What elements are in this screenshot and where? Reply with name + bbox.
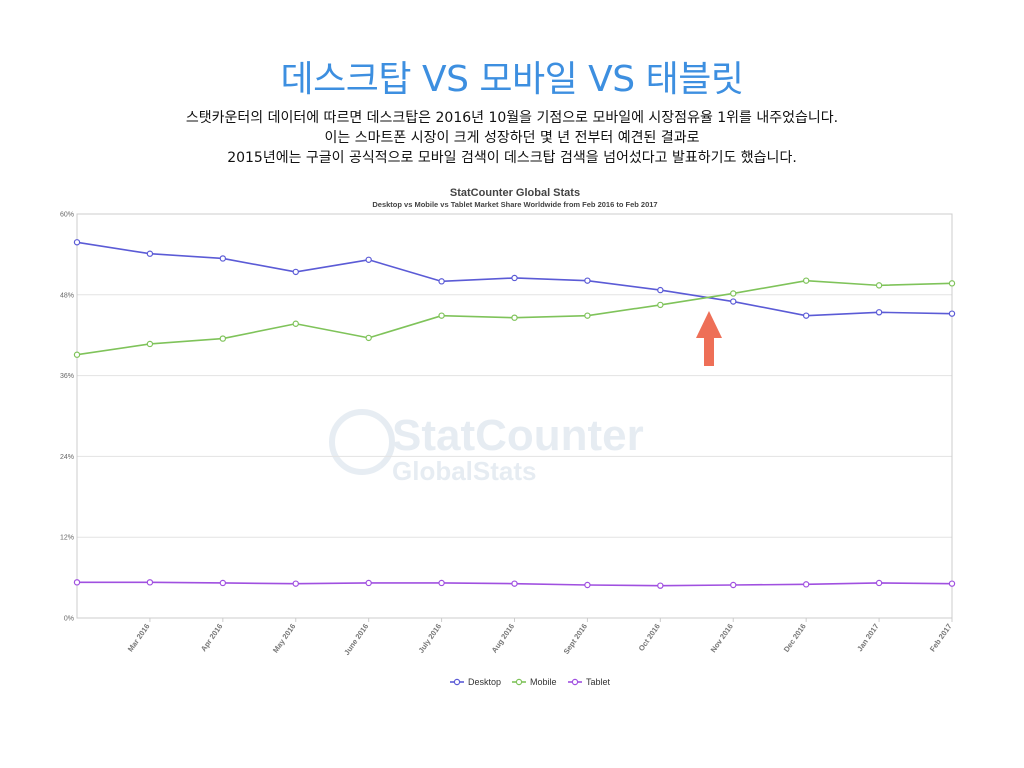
data-point-tablet [292,580,299,587]
description-line-2: 이는 스마트폰 시장이 크게 성장하던 몇 년 전부터 예견된 결과로 [324,130,700,146]
legend: Desktop Mobile Tablet [450,677,611,687]
data-point-tablet [657,582,664,589]
legend-marker-mobile[interactable] [515,678,523,686]
globe-icon [329,409,395,475]
x-tick-label: Sept 2016 [562,622,589,656]
data-point-mobile [73,351,81,358]
crossover-arrow-icon [696,311,722,366]
arrow-shaft [704,335,714,366]
legend-label-mobile[interactable]: Mobile [530,677,557,687]
description-line-3: 2015년에는 구글이 공식적으로 모바일 검색이 데스크탑 검색을 넘어섰다고… [227,150,797,166]
data-point-tablet [146,579,154,586]
arrow-head [696,311,722,338]
data-point-tablet [802,581,810,588]
x-tick-label: Jan 2017 [855,622,881,653]
y-tick-label: 0% [64,616,74,623]
slide-description: 스탯카운터의 데이터에 따르면 데스크탑은 2016년 10월을 기점으로 모바… [0,108,1024,168]
watermark-line-2: GlobalStats [392,456,536,486]
legend-label-desktop[interactable]: Desktop [468,677,501,687]
data-point-mobile [511,314,518,321]
data-point-desktop [657,286,664,294]
x-tick-label: Mar 2016 [126,622,152,653]
data-point-desktop [438,278,445,285]
data-point-mobile [657,301,664,309]
data-point-mobile [875,282,883,289]
data-point-desktop [511,274,518,282]
y-axis: 0% 12% 24% 36% 48% 60% [60,212,74,623]
line-chart: StatCounter GlobalStats StatCounter Glob… [60,187,956,687]
x-tick-label: Nov 2016 [709,622,735,654]
description-line-1: 스탯카운터의 데이터에 따르면 데스크탑은 2016년 10월을 기점으로 모바… [185,110,839,126]
x-tick-label: June 2016 [342,622,370,657]
data-point-mobile [146,340,154,348]
x-tick-label: May 2016 [271,622,298,654]
series-group [73,239,956,589]
chart-subtitle: Desktop vs Mobile vs Tablet Market Share… [372,200,657,209]
data-point-tablet [511,580,518,587]
plot-frame [76,213,953,619]
data-point-desktop [730,298,737,305]
data-point-mobile [802,277,810,284]
data-point-desktop [73,239,81,246]
data-point-tablet [438,579,445,587]
data-point-desktop [292,268,299,276]
x-tick-label: Feb 2017 [928,622,954,653]
x-tick-label: July 2016 [416,622,443,655]
data-point-mobile [730,290,737,297]
legend-marker-tablet[interactable] [571,678,579,686]
data-point-desktop [584,277,591,284]
data-point-desktop [219,255,227,262]
data-point-desktop [948,310,956,317]
legend-marker-desktop[interactable] [453,678,461,686]
watermark-line-1: StatCounter [392,411,644,460]
data-point-mobile [948,280,956,287]
x-tick-label: Apr 2016 [199,622,225,653]
y-tick-label: 12% [60,535,74,542]
data-point-tablet [730,581,737,589]
data-point-desktop [146,250,154,257]
y-tick-label: 48% [60,292,74,299]
data-point-mobile [584,312,591,319]
slide-title: 데스크탑 VS 모바일 VS 태블릿 [280,59,744,100]
y-tick-label: 36% [60,373,74,380]
data-point-mobile [292,320,299,327]
data-point-mobile [365,334,372,342]
data-point-desktop [875,309,883,316]
y-tick-label: 24% [60,454,74,461]
x-axis: Mar 2016 Apr 2016 May 2016 June 2016 July 20… [126,618,954,657]
legend-label-tablet[interactable]: Tablet [586,677,611,687]
data-point-tablet [584,581,591,589]
x-tick-label: Oct 2016 [637,622,662,653]
y-tick-label: 60% [60,212,74,219]
data-point-tablet [365,579,372,587]
data-point-tablet [73,579,81,586]
data-point-desktop [802,312,810,319]
data-point-tablet [875,579,883,587]
data-point-mobile [438,312,445,319]
data-point-tablet [948,580,956,587]
data-point-tablet [219,579,227,587]
chart-title: StatCounter Global Stats [450,187,580,199]
chart-watermark: StatCounter GlobalStats [329,409,644,486]
data-point-mobile [219,335,227,342]
x-tick-label: Dec 2016 [782,622,808,654]
x-tick-label: Aug 2016 [490,622,517,654]
data-point-desktop [365,256,372,263]
